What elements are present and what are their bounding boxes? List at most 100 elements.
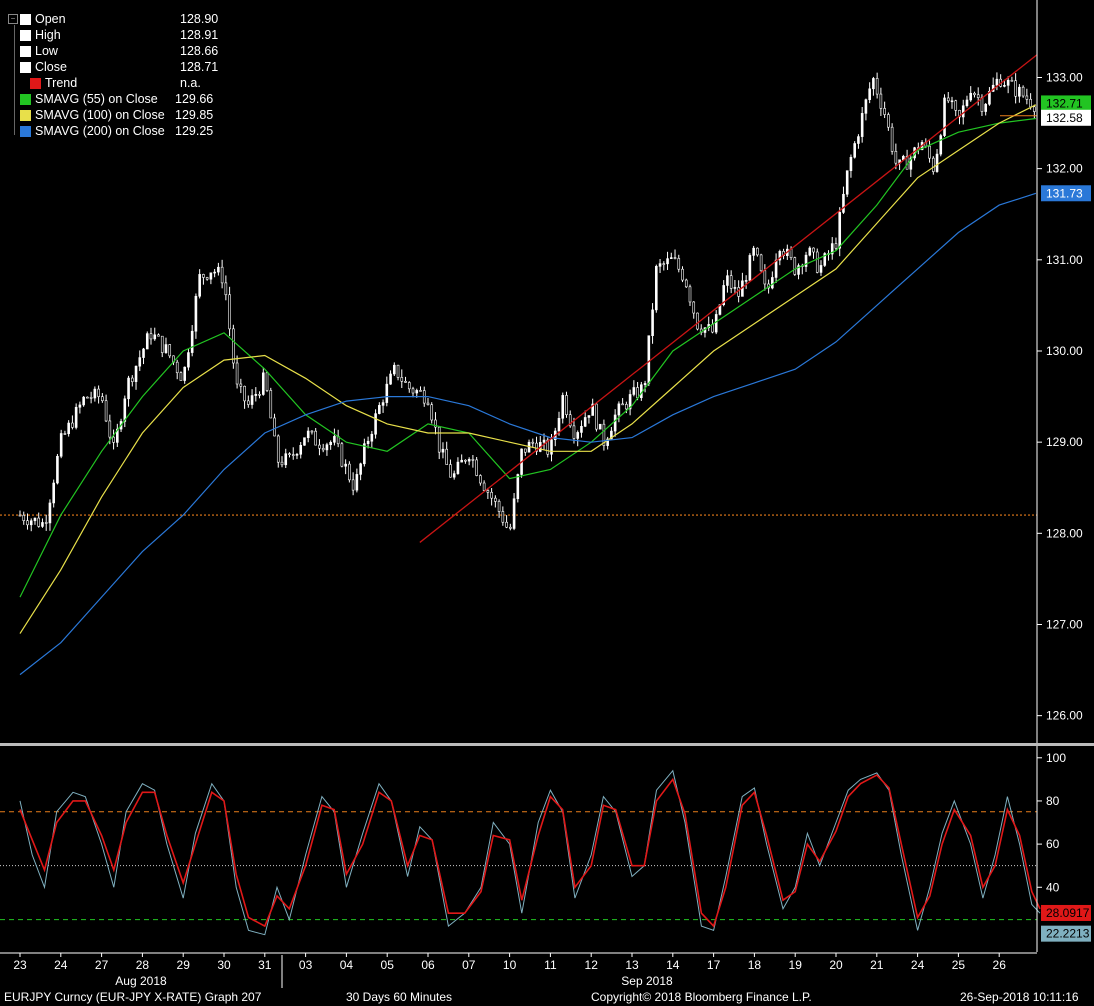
candle-body <box>516 474 520 500</box>
candle-body <box>557 417 561 432</box>
candle-body <box>247 400 250 405</box>
candle-body <box>823 253 827 266</box>
candle-body <box>696 312 699 330</box>
candle-body <box>969 92 973 101</box>
candle-body <box>419 390 422 392</box>
candle-body <box>351 479 355 491</box>
candle-body <box>830 243 834 255</box>
candle-body <box>101 396 104 402</box>
legend-row-sma200: SMAVG (200) on Close 129.25 <box>10 123 260 139</box>
candle-body <box>1018 86 1021 97</box>
candle-body <box>321 447 325 451</box>
sma-line <box>19 192 1037 676</box>
candle-body <box>74 406 78 428</box>
moving-average-series <box>19 104 1037 676</box>
candle-body <box>198 274 201 297</box>
candle-body <box>711 324 714 333</box>
legend-row-trend: Trend n.a. <box>10 75 260 91</box>
candle-body <box>157 334 160 337</box>
candle-body <box>479 475 482 484</box>
candle-body <box>445 448 449 465</box>
candle-body <box>894 151 898 164</box>
candle-body <box>946 97 950 102</box>
candle-body <box>669 257 673 259</box>
candle-body <box>228 294 231 330</box>
candle-body <box>497 501 501 512</box>
candle-body <box>183 366 186 381</box>
osc-tick-label: 60 <box>1046 837 1060 851</box>
candle-body <box>909 157 913 170</box>
candle-body <box>179 372 183 381</box>
candle-body <box>1010 79 1014 82</box>
candle-body <box>93 388 97 399</box>
time-tick-label: 28 <box>136 958 150 972</box>
candle-body <box>692 301 696 314</box>
candle-body <box>598 423 602 430</box>
candle-body <box>149 333 153 340</box>
candle-body <box>269 390 273 419</box>
candle-body <box>808 247 812 256</box>
candle-body <box>108 420 112 438</box>
swatch-icon <box>30 77 41 89</box>
candle-body <box>217 266 220 273</box>
candle-body <box>771 277 774 289</box>
candle-body <box>213 271 216 274</box>
candle-body <box>116 428 119 443</box>
legend-label: Open <box>35 12 66 26</box>
time-tick-label: 03 <box>299 958 313 972</box>
price-tick-label: 126.00 <box>1046 709 1083 723</box>
candle-body <box>928 145 931 159</box>
candle-body <box>625 404 628 410</box>
candle-body <box>490 491 493 499</box>
candle-body <box>950 100 954 103</box>
footer-timestamp: 26-Sep-2018 10:11:16 <box>960 990 1079 1004</box>
stoch-d-badge: 28.0917 <box>1046 906 1090 920</box>
candle-body <box>359 463 362 475</box>
footer-instrument: EURJPY Curncy (EUR-JPY X-RATE) Graph 207 <box>4 990 262 1004</box>
candle-body <box>812 247 815 253</box>
candle-body <box>22 514 26 521</box>
candle-body <box>441 448 445 453</box>
candle-body <box>819 265 823 273</box>
candle-body <box>475 459 478 476</box>
candle-body <box>872 78 875 90</box>
sma-line <box>19 117 1036 598</box>
stoch-d-line <box>19 774 1041 928</box>
candle-body <box>647 335 651 384</box>
legend-value: 128.91 <box>180 28 219 42</box>
candle-body <box>175 361 179 374</box>
candle-body <box>628 394 632 410</box>
candle-body <box>954 100 958 111</box>
candle-body <box>602 423 606 446</box>
time-tick-label: 11 <box>544 958 557 972</box>
candle-body <box>815 251 819 273</box>
footer-period: 30 Days 60 Minutes <box>346 990 453 1004</box>
time-axis-ticks: 23 24 27 28 29 30 31 03 04 05 06 07 10 11 12 13 14 17 18 19… <box>13 953 1006 988</box>
time-tick-label: 29 <box>177 958 191 972</box>
candle-body <box>86 396 89 399</box>
time-tick-label: 25 <box>952 958 966 972</box>
candle-body <box>452 473 456 478</box>
candle-body <box>41 522 44 527</box>
time-tick-label: 24 <box>54 958 68 972</box>
candle-body <box>284 453 288 466</box>
time-tick-label: 20 <box>829 958 843 972</box>
candle-body <box>415 390 419 394</box>
candle-body <box>138 357 142 367</box>
candle-body <box>621 403 624 406</box>
stoch-k-badge-bg <box>1041 925 1091 942</box>
candle-body <box>224 282 228 296</box>
legend-row-open: Open 128.90 <box>10 11 260 27</box>
candle-body <box>456 461 460 474</box>
legend-collapse-icon[interactable]: − <box>8 14 18 24</box>
stoch-k-badge: 22.2213 <box>1046 927 1090 941</box>
candle-body <box>535 442 538 452</box>
candle-body <box>318 444 321 449</box>
candle-body <box>52 482 55 504</box>
candle-body <box>276 435 280 463</box>
candle-body <box>48 502 52 524</box>
candle-body <box>209 272 213 280</box>
candle-body <box>333 436 336 443</box>
candle-body <box>666 258 669 265</box>
